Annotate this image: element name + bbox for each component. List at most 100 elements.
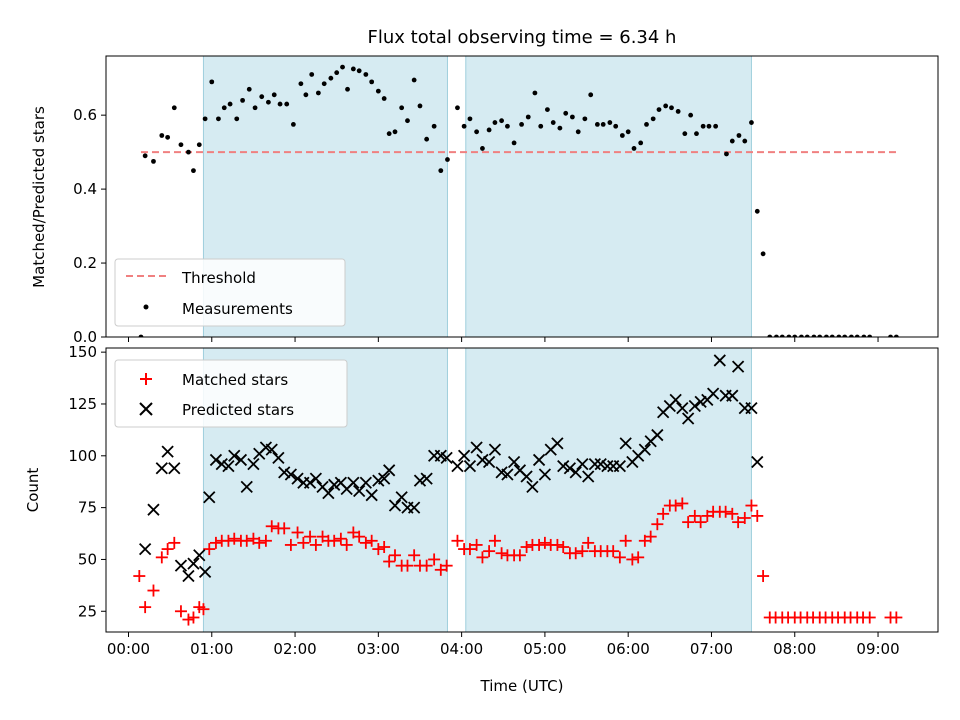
matched-star-point xyxy=(147,584,160,597)
observing-window xyxy=(465,55,752,338)
predicted-star-point xyxy=(265,443,278,456)
x-tick-label: 01:00 xyxy=(190,640,233,658)
measurement-point xyxy=(888,334,893,337)
predicted-star-point xyxy=(161,445,174,458)
predicted-star-point xyxy=(291,472,304,485)
measurement-point xyxy=(227,101,233,107)
chart-title: Flux total observing time = 6.34 h xyxy=(368,27,677,48)
matched-star-point xyxy=(726,507,739,520)
predicted-star-point xyxy=(278,466,291,479)
predicted-star-point xyxy=(669,393,682,406)
top-y-axis-label: Matched/Predicted stars xyxy=(30,106,48,288)
matched-star-point xyxy=(253,536,266,549)
matched-star-point xyxy=(328,534,341,547)
matched-star-point xyxy=(372,543,385,556)
predicted-star-point xyxy=(588,457,602,471)
measurement-point xyxy=(724,151,729,157)
measurement-point xyxy=(209,79,215,85)
y-tick-label: 0.0 xyxy=(73,328,97,346)
matched-star-point xyxy=(495,547,508,560)
matched-star-point xyxy=(619,534,632,547)
predicted-star-point xyxy=(726,389,739,402)
predicted-star-point xyxy=(309,472,323,485)
predicted-star-point xyxy=(451,460,464,473)
predicted-star-point xyxy=(383,464,396,477)
predicted-star-point xyxy=(240,480,253,494)
predicted-star-point xyxy=(563,462,577,475)
matched-star-point xyxy=(470,538,483,551)
matched-star-point xyxy=(340,538,353,551)
legend-measurements-swatch xyxy=(143,304,149,310)
measurement-point xyxy=(749,120,754,125)
top-x-ticks xyxy=(127,337,879,342)
measurement-point xyxy=(340,64,345,70)
predicted-star-point xyxy=(272,451,285,465)
measurement-point xyxy=(375,88,381,94)
predicted-star-point xyxy=(174,559,188,572)
legend-measurements-label: Measurements xyxy=(182,300,293,318)
matched-star-point xyxy=(297,536,310,549)
matched-star-point xyxy=(890,611,903,624)
matched-star-point xyxy=(228,532,241,545)
measurement-point xyxy=(356,68,362,74)
matched-star-point xyxy=(644,530,657,543)
matched-star-point xyxy=(551,538,564,551)
measurement-point xyxy=(867,334,873,337)
measurement-point xyxy=(525,114,531,120)
predicted-star-point xyxy=(328,478,341,491)
predicted-star-point xyxy=(731,360,745,373)
measurement-point xyxy=(767,334,773,337)
predicted-star-point xyxy=(139,542,152,556)
predicted-star-point xyxy=(215,457,228,471)
predicted-star-point xyxy=(520,470,533,483)
matched-star-point xyxy=(476,551,489,564)
predicted-star-point xyxy=(209,453,223,467)
measurement-point xyxy=(786,334,792,337)
measurement-point xyxy=(467,116,473,122)
measurement-point xyxy=(290,122,296,127)
measurement-points xyxy=(138,64,899,337)
matched-star-point xyxy=(669,499,682,512)
predicted-star-point xyxy=(619,437,632,450)
predicted-star-point xyxy=(408,501,421,514)
matched-star-point xyxy=(488,534,501,547)
measurement-point xyxy=(694,131,699,137)
predicted-star-point xyxy=(420,472,433,485)
predicted-star-point xyxy=(440,451,453,465)
measurement-point xyxy=(842,334,848,337)
count-points xyxy=(133,354,903,626)
measurement-point xyxy=(893,334,899,337)
measurement-point xyxy=(411,77,417,83)
measurement-point xyxy=(760,251,766,257)
measurement-point xyxy=(792,334,798,337)
predicted-star-point xyxy=(532,453,546,467)
top-panel: Flux total observing time = 6.34 h 0.00.… xyxy=(30,27,939,346)
predicted-star-point xyxy=(638,443,651,456)
top-legend: Threshold Measurements xyxy=(114,258,346,327)
measurement-point xyxy=(600,122,606,127)
matched-star-point xyxy=(651,518,664,531)
matched-star-point xyxy=(520,541,533,554)
matched-star-point xyxy=(863,611,876,624)
legend-predicted-swatch xyxy=(139,402,153,416)
matched-star-point xyxy=(334,532,347,545)
measurement-point xyxy=(736,133,742,138)
measurement-point xyxy=(284,101,290,107)
measurement-point xyxy=(386,131,392,137)
matched-star-point xyxy=(483,545,496,558)
matched-star-point xyxy=(209,536,222,549)
measurement-point xyxy=(328,75,334,81)
matched-star-point xyxy=(557,541,570,554)
predicted-star-point xyxy=(682,412,695,425)
predicted-star-point xyxy=(228,449,241,462)
matched-star-point xyxy=(607,545,620,558)
measurement-point xyxy=(829,334,835,337)
measurement-point xyxy=(234,116,240,122)
x-tick-label: 07:00 xyxy=(690,640,733,658)
measurement-point xyxy=(363,72,369,77)
measurement-point xyxy=(259,94,265,100)
measurement-point xyxy=(663,103,669,109)
measurement-point xyxy=(650,116,656,122)
predicted-star-point xyxy=(322,486,335,500)
predicted-star-point xyxy=(601,460,614,473)
